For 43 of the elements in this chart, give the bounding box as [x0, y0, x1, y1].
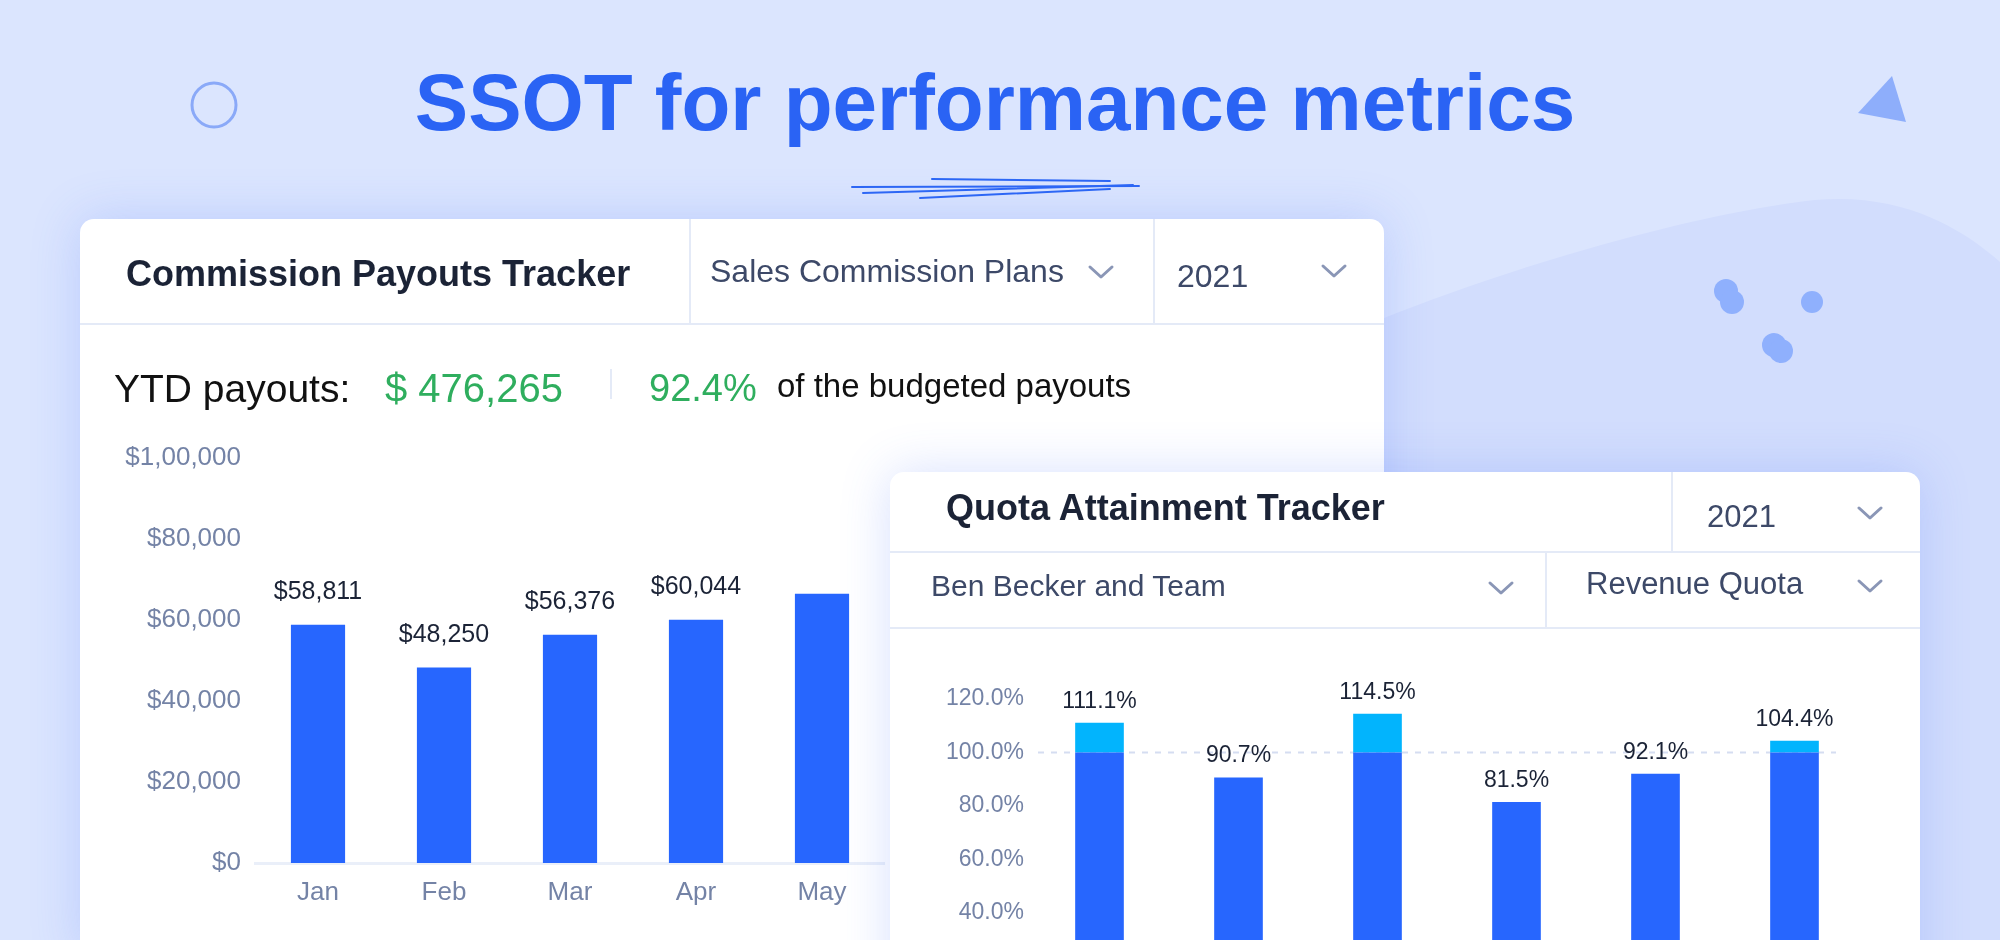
x-tick-label: Jan [297, 875, 339, 906]
text: 2021 [1707, 498, 1776, 534]
text: SSOT for performance metrics [414, 58, 1576, 147]
y-tick-label: 120.0% [945, 684, 1024, 711]
chart-title: Quota Attainment Tracker [946, 487, 1385, 528]
y-tick-label: 60.0% [958, 844, 1024, 871]
total-label: 81.5% [1483, 765, 1550, 792]
text: YTD payouts: [114, 366, 351, 410]
x-tick-label: Apr [675, 875, 717, 906]
text: 92.4% [649, 367, 757, 409]
data-label: $56,376 [524, 586, 616, 615]
total-label: 92.1% [1622, 737, 1689, 764]
text: 2021 [1177, 258, 1249, 294]
y-tick-label: $20,000 [147, 765, 241, 796]
total-label: 111.1% [1062, 686, 1137, 713]
total-label: 104.4% [1755, 704, 1834, 731]
text: Ben Becker and Team [931, 569, 1226, 602]
total-label: 90.7% [1205, 741, 1272, 768]
text: Sales Commission Plans [710, 253, 1064, 289]
y-tick-label: 40.0% [958, 898, 1024, 925]
total-label: 114.5% [1339, 677, 1416, 704]
y-tick-label: $60,000 [147, 603, 241, 634]
text: Revenue Quota [1586, 565, 1804, 601]
y-tick-label: $0 [212, 846, 241, 877]
data-label: $48,250 [398, 618, 490, 647]
data-label: $60,044 [650, 571, 742, 600]
text: $ 476,265 [385, 366, 563, 410]
x-tick-label: Mar [547, 875, 593, 906]
y-tick-label: $40,000 [147, 684, 241, 715]
bar [416, 667, 472, 863]
bar [794, 593, 850, 863]
bar [542, 634, 598, 863]
y-tick-label: $1,00,000 [125, 441, 241, 472]
data-label: $58,811 [273, 576, 363, 605]
y-tick-label: 100.0% [945, 737, 1024, 764]
y-tick-label: $80,000 [147, 522, 241, 553]
chart-title: Commission Payouts Tracker [126, 253, 631, 294]
bar [668, 619, 724, 863]
y-tick-label: 80.0% [958, 791, 1024, 818]
x-tick-label: Feb [421, 875, 467, 906]
bar [290, 624, 346, 863]
x-tick-label: May [797, 875, 847, 906]
text: of the budgeted payouts [777, 366, 1132, 404]
